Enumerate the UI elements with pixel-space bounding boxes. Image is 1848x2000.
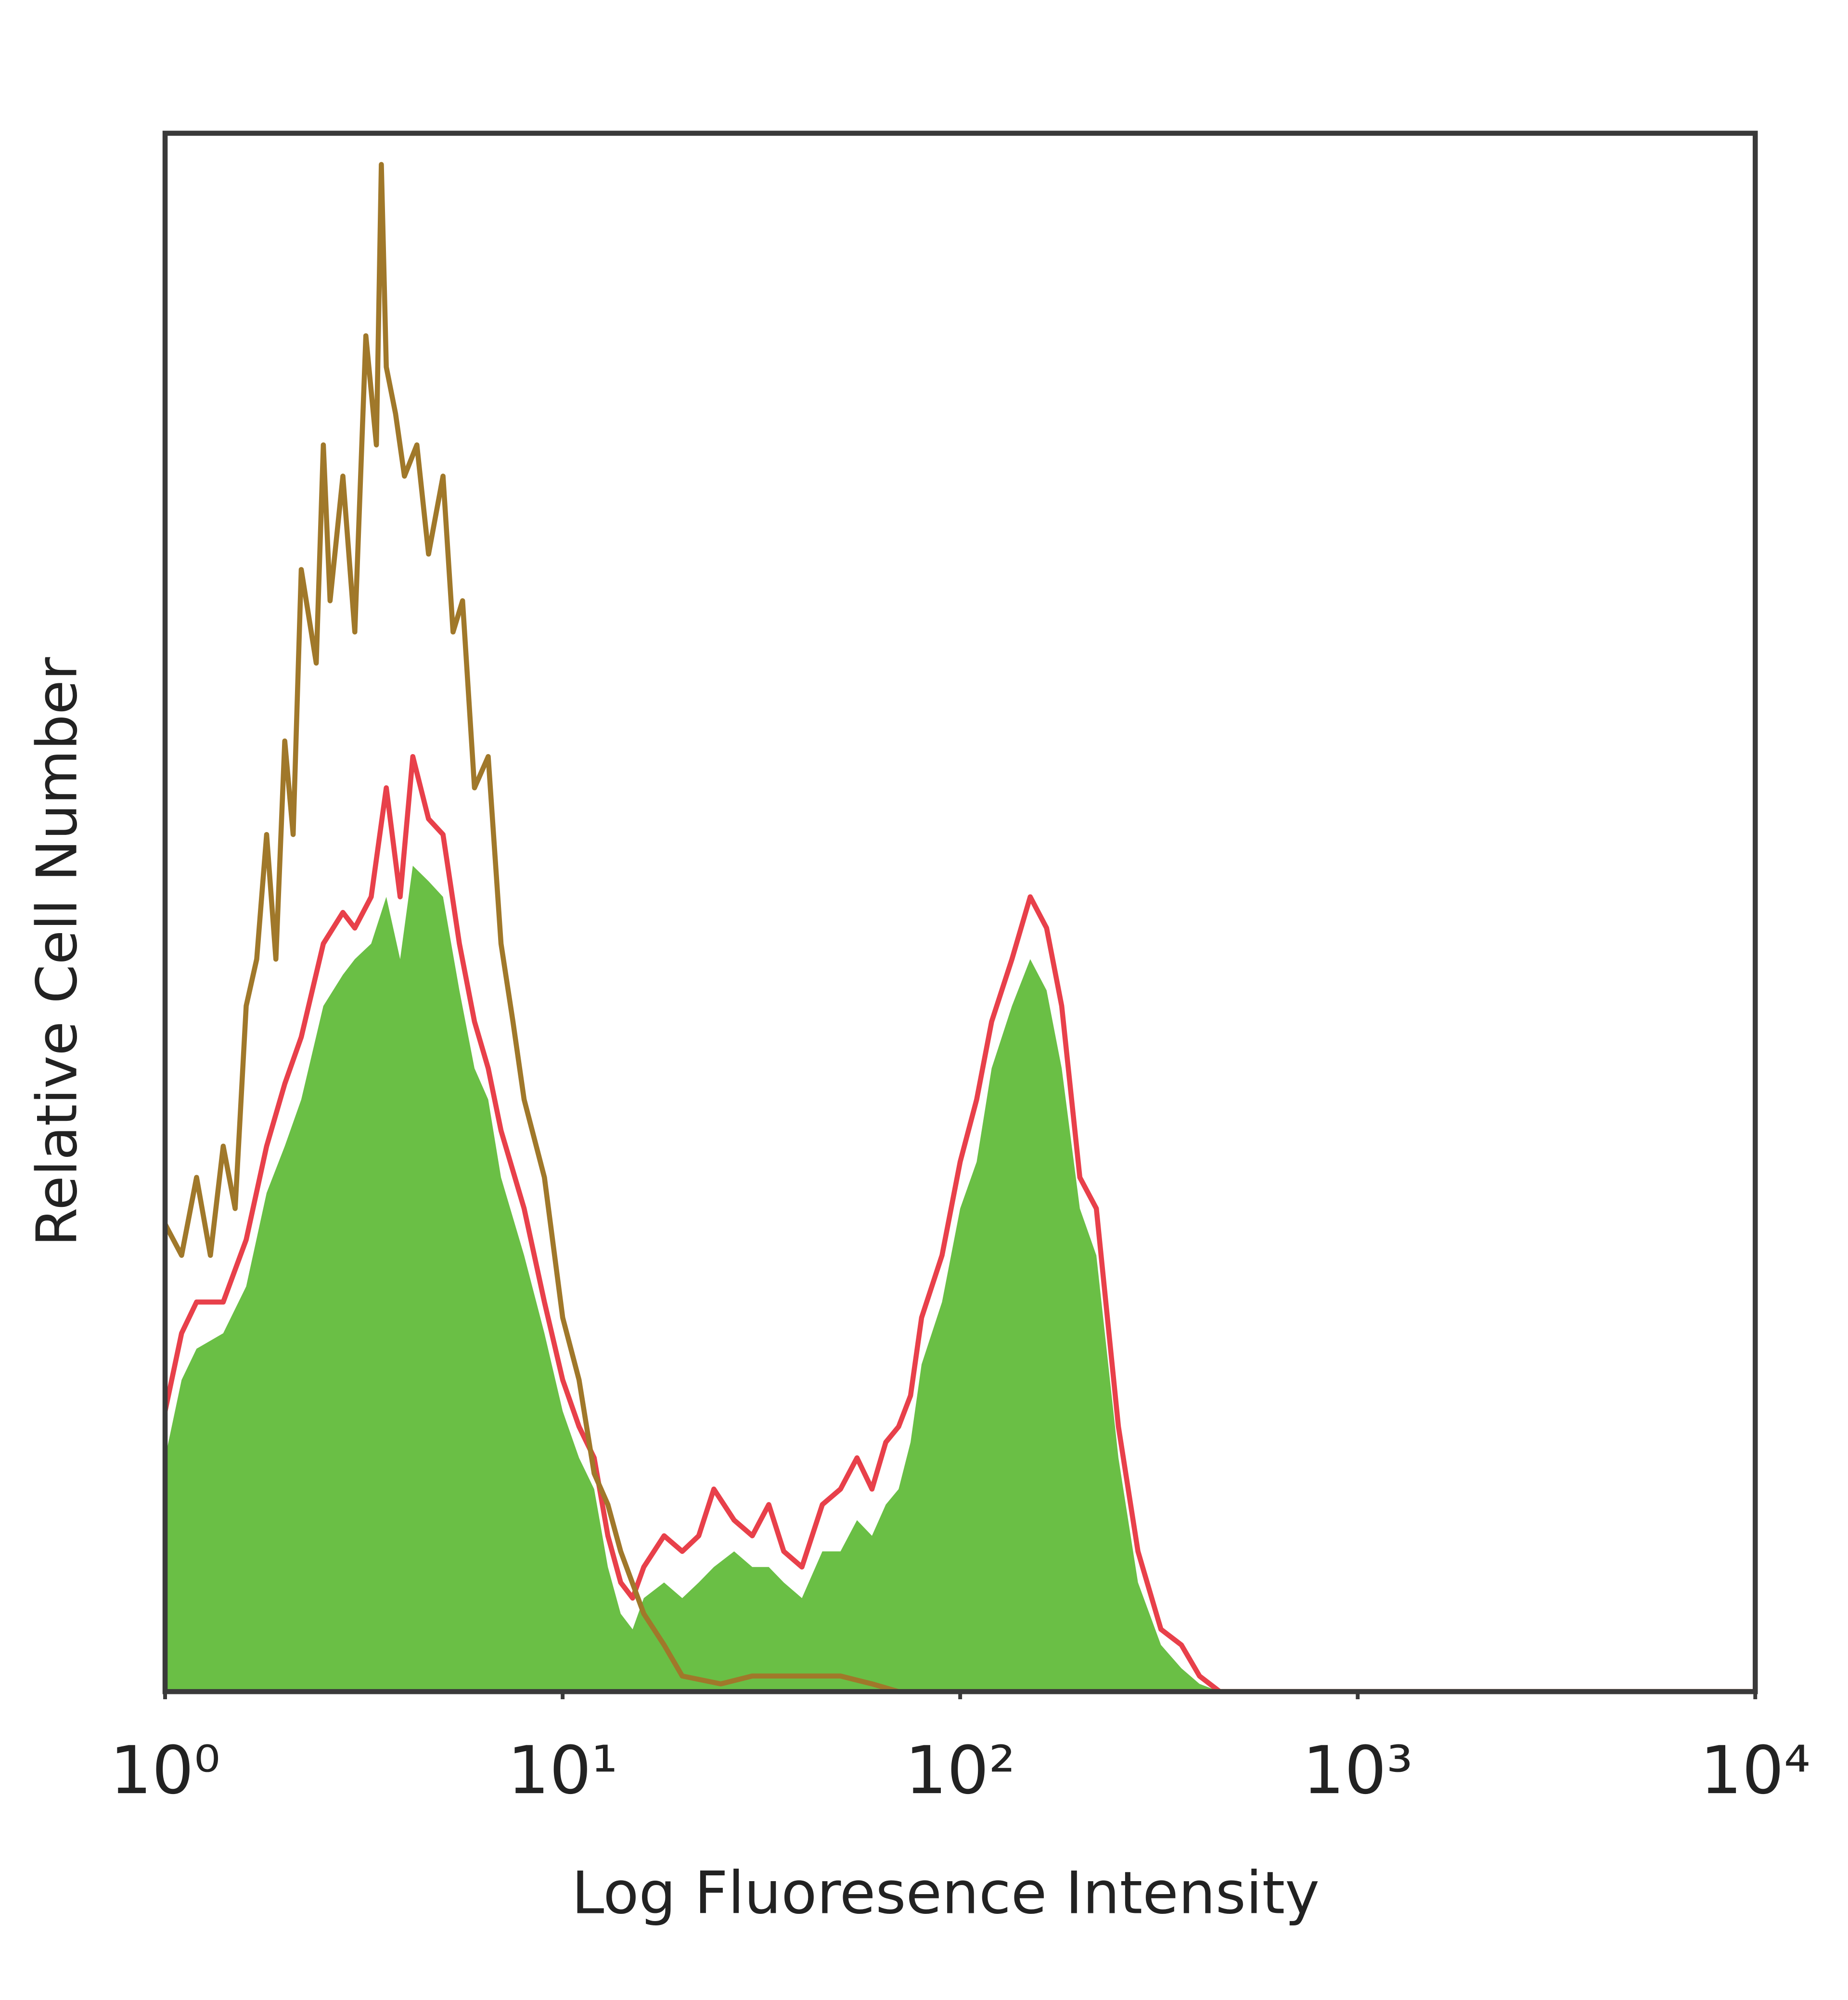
- x-tick-label: 10³: [1302, 1732, 1412, 1809]
- y-axis-label: Relative Cell Number: [25, 657, 90, 1246]
- x-tick-label: 10¹: [507, 1732, 617, 1809]
- x-tick-label: 10⁰: [110, 1732, 220, 1809]
- x-axis-label: Log Fluoresence Intensity: [572, 1859, 1320, 1927]
- histogram-line: [163, 162, 1756, 1694]
- histogram-area: [165, 865, 1756, 1692]
- x-tick-label: 10²: [905, 1732, 1015, 1809]
- x-tick-label: 10⁴: [1700, 1732, 1810, 1809]
- histogram-line: [162, 754, 1756, 1694]
